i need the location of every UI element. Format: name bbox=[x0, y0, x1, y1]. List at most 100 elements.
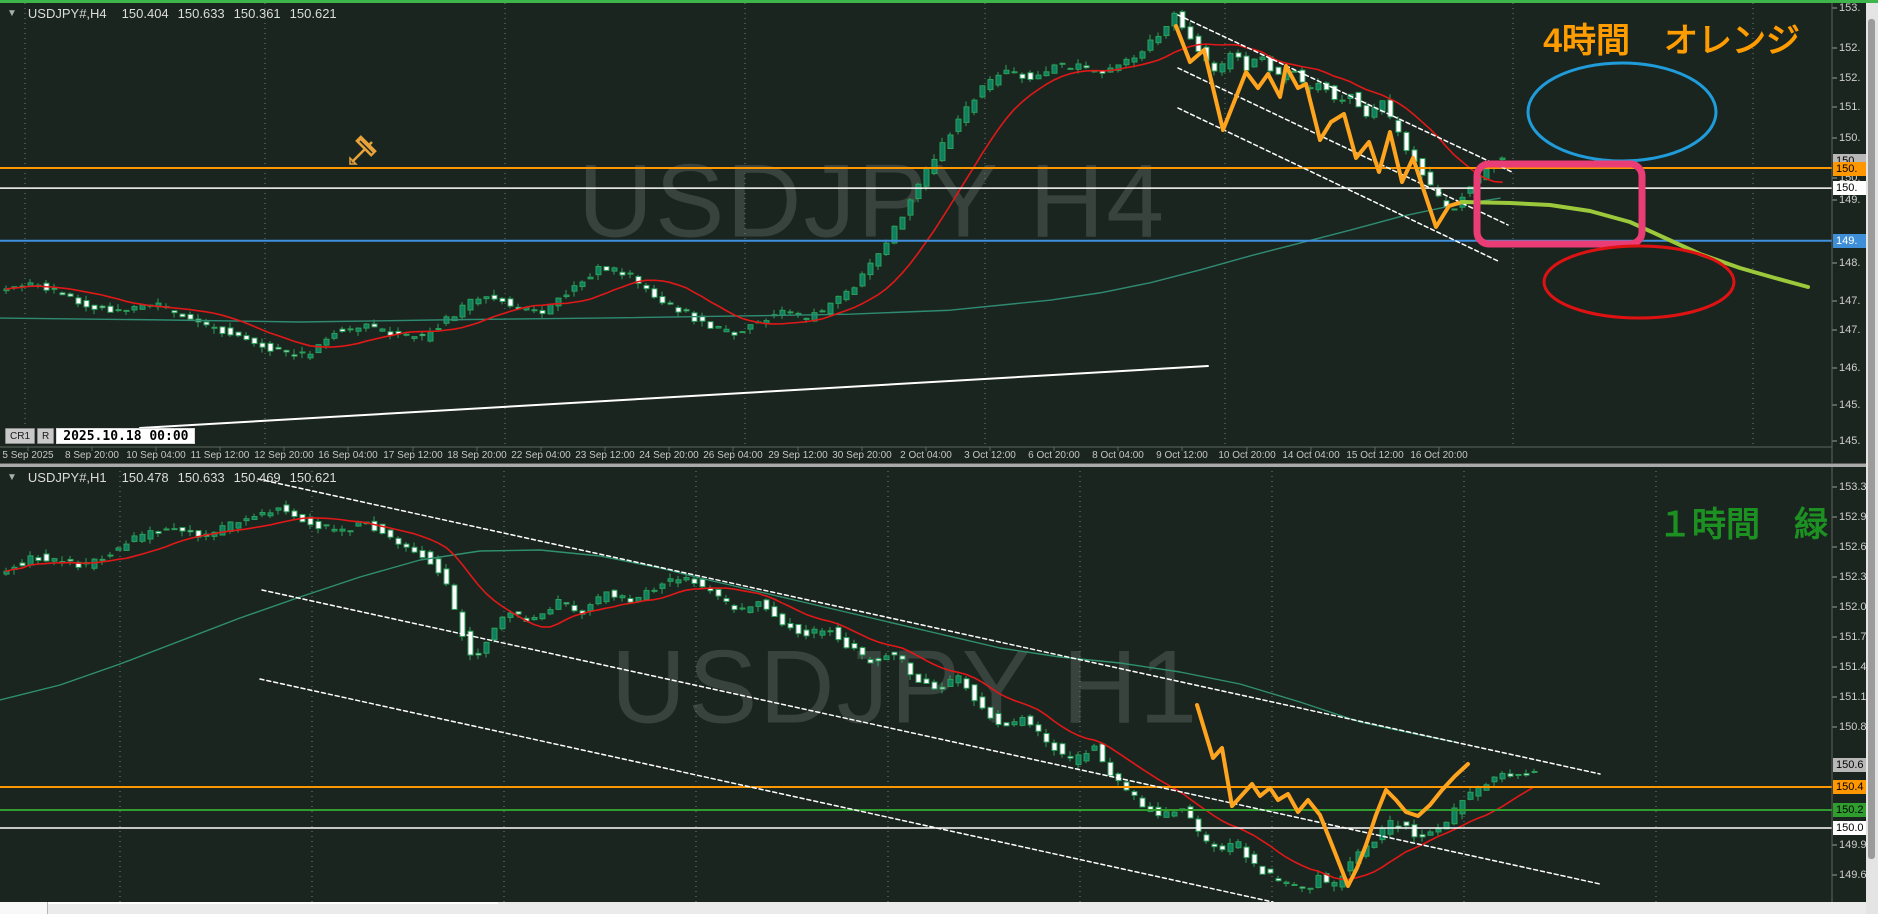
channel-lower bbox=[1177, 107, 1501, 263]
hammer-icon[interactable] bbox=[349, 135, 377, 165]
datetime-display[interactable]: 2025.10.18 00:00 bbox=[56, 428, 196, 444]
projection-line[interactable] bbox=[1460, 200, 1810, 289]
channel-upper bbox=[1177, 14, 1513, 173]
price-tick-label: 149.9 bbox=[1839, 839, 1867, 851]
date-label: 29 Sep 12:00 bbox=[768, 450, 828, 461]
date-label: 18 Sep 20:00 bbox=[447, 450, 507, 461]
blue-ellipse[interactable] bbox=[1526, 61, 1718, 163]
datetime-toolbar: CR1 R 2025.10.18 00:00 bbox=[5, 428, 196, 444]
date-label: 8 Oct 04:00 bbox=[1092, 450, 1144, 461]
date-label: 16 Sep 04:00 bbox=[318, 450, 378, 461]
price-tick-label: 153.3 bbox=[1839, 481, 1867, 493]
scrollbar-thumb[interactable] bbox=[1868, 19, 1875, 859]
price-tick-label: 150. bbox=[1839, 132, 1861, 144]
price-badge: 150. bbox=[1833, 181, 1867, 195]
panel-header-h1: ▼ USDJPY#,H1 150.478 150.633 150.469 150… bbox=[7, 470, 337, 485]
fast-ma-line bbox=[5, 517, 1535, 881]
scrollbar-track[interactable] bbox=[1866, 3, 1878, 914]
price-tick-label: 153. bbox=[1839, 2, 1861, 14]
price-tick-label: 151. bbox=[1839, 101, 1861, 113]
panel-h4[interactable] bbox=[0, 3, 1832, 447]
support-trendline bbox=[139, 365, 1209, 429]
price-tick-label: 149.6 bbox=[1839, 869, 1867, 881]
price-tick-label: 145. bbox=[1839, 435, 1861, 447]
price-tick-label: 150.8 bbox=[1839, 721, 1867, 733]
date-label: 3 Oct 12:00 bbox=[964, 450, 1016, 461]
annotation-text-h1[interactable]: １時間 緑 bbox=[1658, 506, 1828, 544]
ohlc-open: 150.478 bbox=[121, 470, 169, 485]
slow-ma-line bbox=[0, 197, 1501, 323]
date-label: 10 Oct 20:00 bbox=[1218, 450, 1276, 461]
price-tick-label: 148. bbox=[1839, 257, 1861, 269]
ohlc-close: 150.621 bbox=[289, 470, 337, 485]
bottom-left-corner bbox=[0, 902, 48, 914]
annotation-text-h4[interactable]: 4時間 オレンジ bbox=[1543, 22, 1800, 60]
date-label: 11 Sep 12:00 bbox=[190, 450, 250, 461]
channel-upper bbox=[257, 478, 1601, 775]
collapse-arrow-icon[interactable]: ▼ bbox=[7, 8, 17, 19]
window-top-border bbox=[0, 0, 1878, 3]
bottom-strip bbox=[0, 902, 1878, 914]
ohlc-high: 150.633 bbox=[177, 6, 225, 21]
price-badge: 150.4 bbox=[1833, 780, 1867, 794]
price-tick-label: 149. bbox=[1839, 194, 1861, 206]
date-label: 17 Sep 12:00 bbox=[383, 450, 443, 461]
date-label: 14 Oct 04:00 bbox=[1282, 450, 1340, 461]
ohlc-low: 150.469 bbox=[233, 470, 281, 485]
candlesticks bbox=[3, 500, 1538, 894]
ohlc-open: 150.404 bbox=[121, 6, 169, 21]
collapse-arrow-icon[interactable]: ▼ bbox=[7, 472, 17, 483]
bottom-strip-highlight bbox=[48, 902, 498, 904]
r-button[interactable]: R bbox=[37, 428, 55, 444]
price-tick-label: 151.4 bbox=[1839, 661, 1867, 673]
date-label: 15 Oct 12:00 bbox=[1346, 450, 1404, 461]
price-badge: 149. bbox=[1833, 234, 1867, 248]
date-label: 2 Oct 04:00 bbox=[900, 450, 952, 461]
price-tick-label: 152. bbox=[1839, 42, 1861, 54]
candlesticks bbox=[3, 9, 1506, 361]
zigzag-line[interactable] bbox=[1195, 703, 1470, 888]
price-tick-label: 152.9 bbox=[1839, 511, 1867, 523]
red-ellipse[interactable] bbox=[1542, 244, 1736, 320]
date-label: 22 Sep 04:00 bbox=[511, 450, 571, 461]
date-label: 23 Sep 12:00 bbox=[575, 450, 635, 461]
symbol-label: USDJPY#,H1 bbox=[27, 470, 107, 485]
price-tick-label: 145. bbox=[1839, 399, 1861, 411]
price-badge: 150.0 bbox=[1833, 821, 1867, 835]
date-label: 6 Oct 20:00 bbox=[1028, 450, 1080, 461]
channel-lower bbox=[259, 678, 1274, 902]
ohlc-high: 150.633 bbox=[177, 470, 225, 485]
date-label: 12 Sep 20:00 bbox=[254, 450, 314, 461]
ohlc-close: 150.621 bbox=[289, 6, 337, 21]
price-tick-label: 152. bbox=[1839, 72, 1861, 84]
price-tick-label: 152.6 bbox=[1839, 541, 1867, 553]
channel-middle bbox=[1177, 67, 1509, 226]
price-tick-label: 152.3 bbox=[1839, 571, 1867, 583]
date-label: 5 Sep 2025 bbox=[2, 450, 54, 461]
price-tick-label: 147. bbox=[1839, 295, 1861, 307]
zigzag-line[interactable] bbox=[1174, 24, 1464, 229]
price-tick-label: 147. bbox=[1839, 324, 1861, 336]
channel-middle bbox=[261, 589, 1601, 885]
price-tick-label: 146. bbox=[1839, 362, 1861, 374]
date-label: 9 Oct 12:00 bbox=[1156, 450, 1208, 461]
symbol-label: USDJPY#,H4 bbox=[27, 6, 107, 21]
price-badge: 150. bbox=[1833, 162, 1867, 176]
date-label: 16 Oct 20:00 bbox=[1410, 450, 1468, 461]
panel-h1[interactable] bbox=[0, 466, 1832, 902]
panel-splitter[interactable] bbox=[0, 463, 1878, 467]
price-tick-label: 152.0 bbox=[1839, 601, 1867, 613]
cr1-button[interactable]: CR1 bbox=[5, 428, 36, 444]
date-label: 8 Sep 20:00 bbox=[65, 450, 119, 461]
pink-rectangle[interactable] bbox=[1473, 160, 1646, 248]
price-badge: 150.6 bbox=[1833, 758, 1867, 772]
price-badge: 150.2 bbox=[1833, 803, 1867, 817]
date-label: 10 Sep 04:00 bbox=[126, 450, 186, 461]
price-tick-label: 151.7 bbox=[1839, 631, 1867, 643]
panel-header-h4: ▼ USDJPY#,H4 150.404 150.633 150.361 150… bbox=[7, 6, 337, 21]
date-label: 24 Sep 20:00 bbox=[639, 450, 699, 461]
date-label: 26 Sep 04:00 bbox=[703, 450, 763, 461]
ohlc-low: 150.361 bbox=[233, 6, 281, 21]
